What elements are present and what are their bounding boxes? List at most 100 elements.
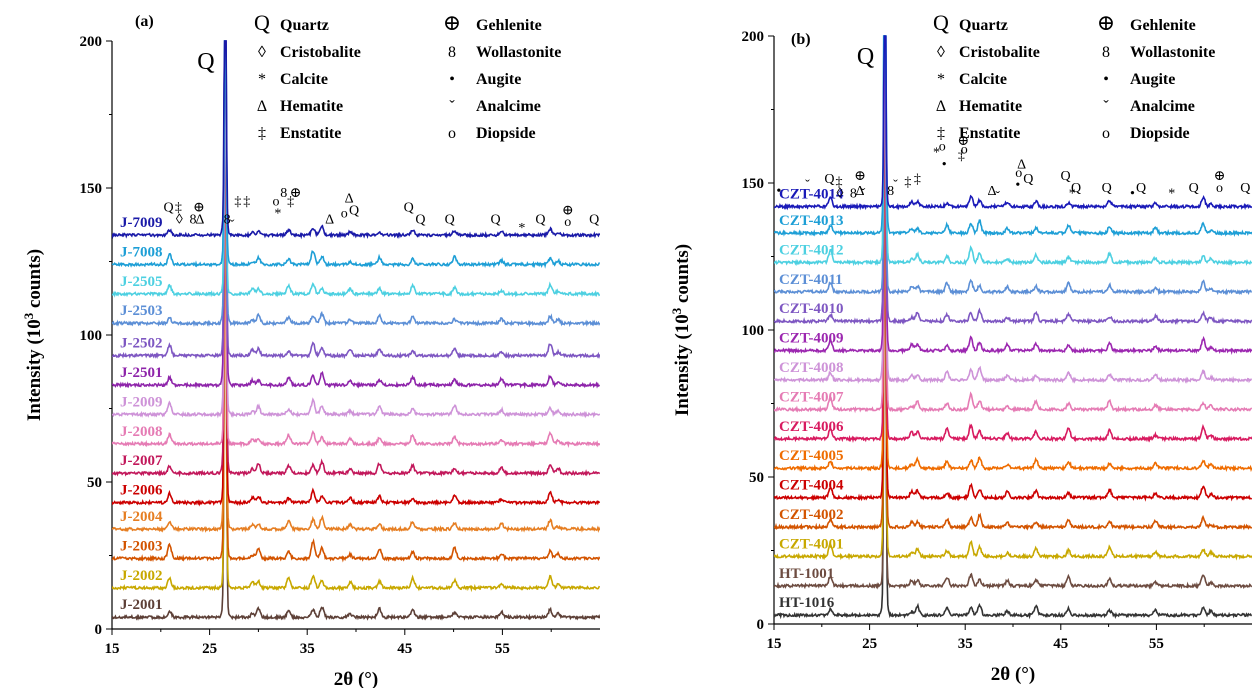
- peak-annotation: ˇ: [230, 218, 235, 233]
- series-line-J-2004: [112, 46, 600, 533]
- series-label: CZT-4013: [779, 213, 843, 229]
- series-label: CZT-4004: [779, 478, 844, 494]
- peak-annotation: ◊: [176, 212, 183, 227]
- legend-label: Gehlenite: [476, 17, 542, 34]
- legend-symbol: ‡: [258, 125, 266, 142]
- y-tick-label: 0: [95, 622, 103, 638]
- series-label: J-2501: [120, 365, 163, 381]
- y-axis-title: Intensity (103 counts): [21, 249, 45, 421]
- series-label: J-2008: [120, 424, 163, 440]
- x-tick-label: 35: [958, 636, 973, 652]
- peak-annotation: Q: [1102, 181, 1112, 196]
- y-tick-label: 200: [80, 34, 103, 50]
- peak-annotation: ˇ: [805, 178, 810, 193]
- peak-annotation: Q: [1136, 181, 1146, 196]
- peak-annotation: *: [1069, 187, 1076, 202]
- peak-annotation: Q: [1240, 181, 1250, 196]
- legend-label: Augite: [1130, 71, 1175, 88]
- legend-symbol: Q: [254, 10, 270, 35]
- peak-annotation: ‡: [287, 195, 294, 210]
- series-line-CZT-4012: [774, 35, 1252, 267]
- series-line-J-2001: [112, 40, 600, 621]
- series-line-J-2006: [112, 40, 600, 507]
- legend-symbol: ˇ: [1103, 98, 1109, 115]
- series-label: J-2505: [120, 274, 163, 290]
- legend-symbol: •: [449, 71, 455, 88]
- peak-annotation: 8: [280, 186, 287, 201]
- main-peak-label: Q: [857, 44, 874, 70]
- peak-annotation: *: [933, 146, 940, 161]
- legend-symbol: ⊕: [1097, 10, 1115, 35]
- legend-label: Quartz: [959, 17, 1008, 34]
- peak-annotation: Q: [404, 201, 414, 216]
- series-label: J-2003: [120, 538, 163, 554]
- legend-symbol: ◊: [258, 44, 266, 61]
- peak-annotation: Q: [445, 212, 455, 227]
- panel-b-chart: 0 50 100 150 200 15 25 35 45 55 2θ (°) Intensity (1…: [669, 10, 1252, 685]
- series-label: CZT-4006: [779, 419, 844, 435]
- legend-label: Analcime: [476, 98, 541, 115]
- y-tick-label: 100: [742, 323, 765, 339]
- legend-symbol: •: [1103, 71, 1109, 88]
- peak-annotation: 8: [224, 212, 231, 227]
- peak-annotation: ‡: [243, 195, 250, 210]
- peak-annotation: o: [564, 215, 571, 230]
- legend-symbol: ˇ: [449, 98, 455, 115]
- y-axis-title-main: Intensity (10: [24, 319, 45, 421]
- x-tick-label: 15: [105, 641, 120, 657]
- panel-a-chart: 0 50 100 150 200 15 25 35 45 55 2θ (°) Intensity (1…: [21, 10, 600, 688]
- legend-symbol: *: [937, 71, 945, 88]
- x-tick-label: 35: [300, 641, 315, 657]
- series-label: HT-1001: [779, 566, 834, 582]
- series-label: J-2502: [120, 336, 163, 352]
- legend-symbol: o: [448, 125, 456, 142]
- peak-annotation: ‡: [914, 172, 921, 187]
- series-line-J-2502: [112, 40, 600, 360]
- peak-annotation: 8: [850, 187, 857, 202]
- legend-label: Diopside: [1130, 125, 1190, 142]
- peak-annotation: ‡: [175, 201, 182, 216]
- y-axis-title-main: Intensity (10: [672, 314, 693, 416]
- peak-annotation: o: [961, 143, 968, 158]
- x-tick-label: 45: [1053, 636, 1068, 652]
- y-axis-title-tail: counts): [672, 244, 693, 308]
- panel-label: (b): [791, 31, 811, 48]
- peak-annotation: Δ: [856, 184, 865, 199]
- peak-annotation: Q: [1061, 169, 1071, 184]
- series-label: CZT-4001: [779, 536, 843, 552]
- legend-symbol: ◊: [937, 44, 945, 61]
- series-line-CZT-4009: [774, 35, 1252, 355]
- peak-annotation: Q: [415, 212, 425, 227]
- series-line-J-2009: [112, 40, 600, 419]
- peak-annotation: o: [1216, 181, 1223, 196]
- peak-annotation: Δ: [345, 192, 354, 207]
- peak-annotation: *: [518, 221, 525, 236]
- series-line-CZT-4008: [774, 35, 1252, 384]
- series-line-CZT-4001: [774, 45, 1252, 561]
- peak-annotation: Δ: [1017, 157, 1026, 172]
- peak-annotation: Δ: [195, 212, 204, 227]
- legend-symbol: Q: [933, 10, 949, 35]
- series-label: J-2503: [120, 303, 163, 319]
- legend-label: Wollastonite: [476, 44, 561, 61]
- peak-annotation: •: [1015, 178, 1020, 193]
- peak-annotation: o: [272, 195, 279, 210]
- peak-annotation: ‡: [958, 148, 965, 163]
- peak-annotation: ⊕: [290, 186, 302, 201]
- peak-annotation: Q: [349, 203, 359, 218]
- legend-label: Augite: [476, 71, 521, 88]
- legend-symbol: *: [258, 71, 266, 88]
- x-tick-label: 25: [862, 636, 877, 652]
- peak-annotation: *: [1168, 187, 1175, 202]
- series-line-HT-1001: [774, 82, 1252, 590]
- legend-label: Calcite: [280, 71, 328, 88]
- peak-annotation: o: [1015, 166, 1022, 181]
- panel-label: (a): [135, 13, 154, 30]
- peak-annotation: ◊: [837, 187, 844, 202]
- series-line-CZT-4014: [774, 35, 1252, 211]
- series-line-J-2505: [112, 40, 600, 298]
- peak-annotation: 8: [190, 212, 197, 227]
- series-line-J-7008: [112, 40, 600, 269]
- series-line-J-2002: [112, 136, 600, 593]
- series-line-J-2008: [112, 40, 600, 449]
